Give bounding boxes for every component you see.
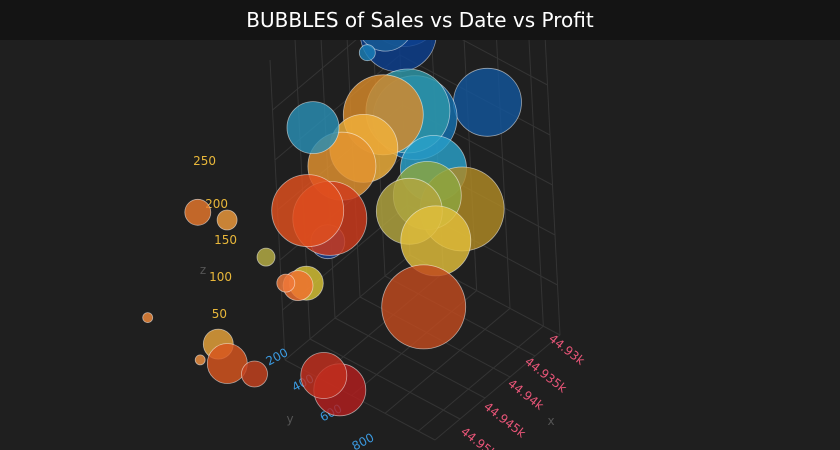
chart-title: BUBBLES of Sales vs Date vs Profit: [0, 0, 840, 40]
z-tick-label: 150: [214, 233, 237, 247]
bubble-point[interactable]: [286, 101, 340, 154]
bubble-point[interactable]: [453, 67, 522, 137]
z-axis-title: z: [200, 263, 206, 277]
bubble-point[interactable]: [142, 312, 154, 324]
y-axis-title: y: [286, 412, 293, 426]
z-tick-label: 250: [193, 154, 216, 168]
y-tick-label: 200: [264, 345, 291, 368]
bubble-point[interactable]: [400, 205, 472, 277]
bubble-layer[interactable]: [142, 40, 522, 417]
bubble-point[interactable]: [381, 264, 467, 350]
bubble-point[interactable]: [241, 360, 268, 388]
x-tick-label: 44.94k: [505, 376, 546, 412]
bubble-point[interactable]: [300, 352, 348, 399]
bubble-point[interactable]: [206, 343, 248, 384]
chart-plot-area[interactable]: 5010015020025020040060080044.93k44.935k4…: [0, 40, 840, 450]
z-tick-label: 200: [205, 197, 228, 211]
z-tick-label: 50: [212, 307, 227, 321]
bubble-point[interactable]: [184, 198, 212, 226]
bubble-point[interactable]: [256, 247, 276, 267]
bubble-point[interactable]: [194, 354, 206, 366]
bubble-point[interactable]: [271, 174, 345, 248]
bubble-point[interactable]: [276, 273, 296, 293]
bubble-point[interactable]: [358, 44, 376, 62]
x-tick-label: 44.93k: [546, 331, 587, 367]
z-tick-label: 100: [209, 270, 232, 284]
x-axis-title: x: [547, 414, 554, 428]
y-tick-label: 800: [350, 430, 377, 450]
x-tick-label: 44.95k: [458, 424, 499, 450]
bubble-point[interactable]: [216, 209, 238, 231]
x-tick-label: 44.945k: [481, 399, 528, 440]
